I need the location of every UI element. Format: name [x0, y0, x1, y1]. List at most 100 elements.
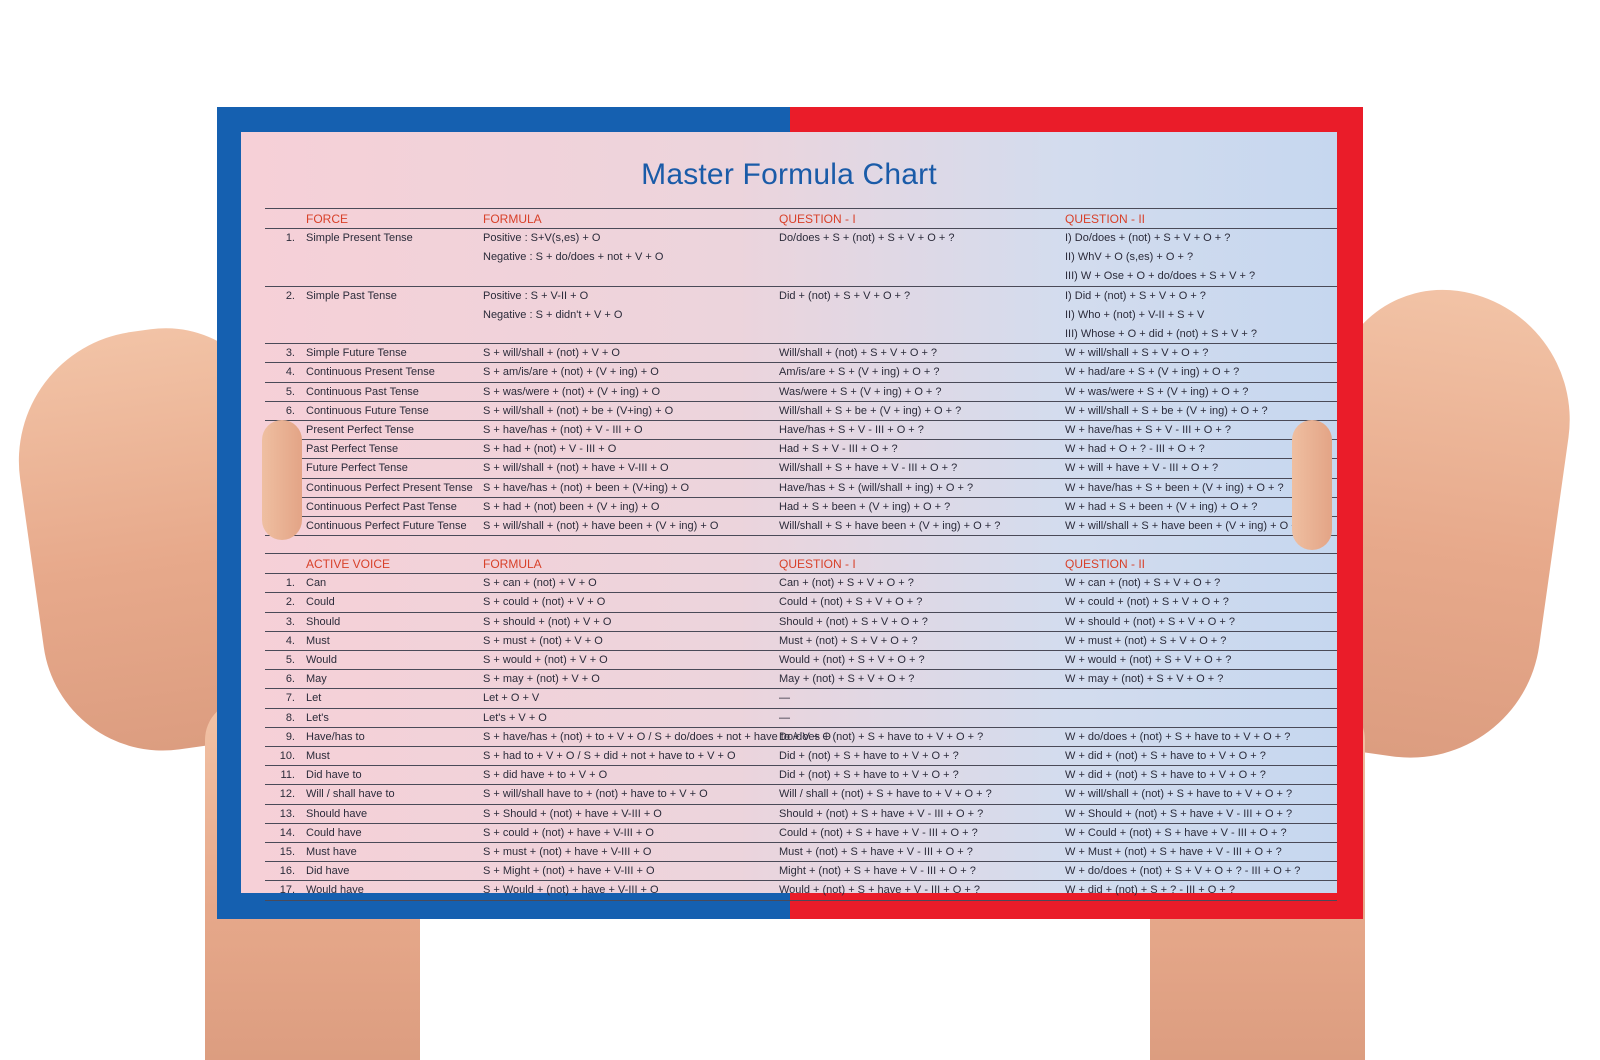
row-number: 3. [285, 347, 295, 360]
question-2-cell: W + do/does + (not) + S + have to + V + … [1065, 730, 1291, 743]
formula-cell: S + would + (not) + V + O [483, 654, 608, 666]
tense-name: Present Perfect Tense [306, 424, 415, 436]
table-row: 7. Let Let + O + V — [265, 688, 1337, 708]
modal-name: Will / shall have to [306, 788, 395, 801]
table-row: 3. Should S + should + (not) + V + O Should… [265, 611, 1337, 632]
question-1-cell: Will/shall + S + be + (V + ing) + O + ? [779, 404, 962, 417]
question-2-cell: W + should + (not) + S + V + O + ? [1065, 615, 1235, 628]
table-row: 1. Can S + can + (not) + V + O Can + (not) … [265, 573, 1337, 593]
formula-cell: Negative : S + do/does + not + V + O [483, 251, 664, 264]
question-2-cell: II) Who + (not) + V-II + S + V [1065, 308, 1205, 321]
formula-cell: Positive : S+V(s,es) + O [483, 232, 601, 244]
question-1-cell: Did + (not) + S + have to + V + O + ? [779, 769, 959, 782]
row-number: 7. [285, 692, 295, 705]
row-number: 10. [279, 750, 295, 762]
question-2-cell: W + will + have + V - III + O + ? [1065, 462, 1219, 475]
question-1-cell: Must + (not) + S + have + V - III + O + … [779, 846, 973, 858]
question-1-cell: Should + (not) + S + V + O + ? [779, 615, 928, 628]
modal-name: Should have [306, 807, 368, 820]
question-1-cell: Could + (not) + S + V + O + ? [779, 596, 923, 609]
question-1-cell: Would + (not) + S + have + V - III + O +… [779, 884, 980, 897]
tense-name: Continuous Past Tense [306, 385, 419, 398]
formula-cell: Let's + V + O [483, 711, 547, 724]
right-thumb [1292, 420, 1332, 550]
row-number: 2. [285, 596, 295, 609]
row-number: 3. [285, 615, 295, 628]
question-2-cell: W + had/are + S + (V + ing) + O + ? [1065, 366, 1240, 379]
question-1-cell: Can + (not) + S + V + O + ? [779, 577, 914, 590]
modal-name: May [306, 673, 327, 686]
modal-header-q1: QUESTION - I [779, 557, 856, 572]
table-row: 8. Let's Let's + V + O — [265, 707, 1337, 728]
modal-header-name: ACTIVE VOICE [306, 557, 391, 572]
question-1-cell: Will / shall + (not) + S + have to + V +… [779, 788, 992, 801]
modal-name: Could [306, 596, 335, 609]
row-number: 15. [279, 846, 295, 858]
formula-cell: S + had + (not) + V - III + O [483, 443, 617, 456]
tense-name: Past Perfect Tense [306, 443, 399, 456]
question-2-cell: W + will/shall + S + have been + (V + in… [1065, 520, 1307, 532]
poster-title: Master Formula Chart [641, 158, 937, 191]
table-row: 4. Must S + must + (not) + V + O Must + (no… [265, 630, 1337, 651]
formula-cell: S + will/shall + (not) + V + O [483, 347, 620, 360]
formula-cell: S + will/shall + (not) + have + V-III + … [483, 462, 669, 475]
question-2-cell: W + was/were + S + (V + ing) + O + ? [1065, 385, 1249, 398]
row-number: 11. [280, 769, 295, 782]
tense-name: Simple Present Tense [306, 232, 413, 244]
formula-cell: S + must + (not) + V + O [483, 634, 603, 647]
formula-cell: Let + O + V [483, 692, 540, 705]
tense-header-q2: QUESTION - II [1065, 212, 1146, 226]
row-number: 6. [285, 673, 295, 686]
row-number: 13. [279, 807, 295, 820]
row-number: 4. [285, 366, 295, 379]
question-1-cell: Could + (not) + S + have + V - III + O +… [779, 826, 978, 839]
question-2-cell: W + can + (not) + S + V + O + ? [1065, 577, 1221, 590]
row-number: 6. [285, 404, 295, 417]
tense-name: Continuous Perfect Present Tense [306, 481, 473, 494]
tense-name: Simple Future Tense [306, 347, 407, 360]
question-1-cell: Had + S + been + (V + ing) + O + ? [779, 500, 951, 513]
question-1-cell: — [779, 692, 790, 705]
formula-cell: S + could + (not) + V + O [483, 596, 606, 609]
question-2-cell: III) W + Ose + O + do/does + S + V + ? [1065, 270, 1256, 283]
question-2-cell: I) Did + (not) + S + V + O + ? [1065, 289, 1206, 302]
question-2-cell: W + have/has + S + been + (V + ing) + O … [1065, 481, 1284, 494]
formula-poster: Master Formula Chart FORCE FORMULA QUESTIO… [217, 107, 1363, 919]
modal-name: Have/has to [306, 730, 365, 743]
formula-cell: S + did have + to + V + O [483, 769, 608, 782]
modal-header-q2: QUESTION - II [1065, 557, 1146, 572]
modal-name: Let [306, 692, 322, 705]
tense-header-row: FORCE FORMULA QUESTION - I QUESTION - II [265, 208, 1337, 229]
question-1-cell: Will/shall + S + have + V - III + O + ? [779, 462, 958, 475]
question-1-cell: Did + (not) + S + have to + V + O + ? [779, 750, 959, 762]
table-row: 1. Simple Present Tense Positive : S+V(s,e… [265, 228, 1337, 287]
formula-cell: S + had + (not) been + (V + ing) + O [483, 500, 660, 513]
table-row: 3. Simple Future Tense S + will/shall + (n… [265, 343, 1337, 363]
question-1-cell: Was/were + S + (V + ing) + O + ? [779, 385, 942, 398]
row-number: 1. [285, 232, 295, 244]
tense-name: Continuous Perfect Past Tense [306, 500, 457, 513]
modal-name: Should [306, 615, 341, 628]
question-2-cell: W + had + O + ? - III + O + ? [1065, 443, 1205, 456]
question-1-cell: Do/does + (not) + S + have to + V + O + … [779, 730, 984, 743]
section-divider [265, 535, 1337, 537]
question-1-cell: Did + (not) + S + V + O + ? [779, 289, 911, 302]
table-row: 15. Must have S + must + (not) + have + V-… [265, 842, 1337, 862]
question-1-cell: Would + (not) + S + V + O + ? [779, 654, 925, 666]
question-1-cell: Had + S + V - III + O + ? [779, 443, 898, 456]
tense-name: Future Perfect Tense [306, 462, 408, 475]
modal-name: Did have to [306, 769, 362, 782]
modal-name: Did have [306, 865, 350, 878]
table-row: 17. Would have S + Would + (not) + have + … [265, 880, 1337, 900]
modal-name: Would [306, 654, 337, 666]
formula-cell: Negative : S + didn't + V + O [483, 308, 623, 321]
modal-name: Must [306, 750, 330, 762]
formula-cell: S + must + (not) + have + V-III + O [483, 846, 652, 858]
question-2-cell: W + must + (not) + S + V + O + ? [1065, 634, 1227, 647]
question-1-cell: Have/has + S + (will/shall + ing) + O + … [779, 481, 974, 494]
formula-cell: S + Might + (not) + have + V-III + O [483, 865, 655, 878]
